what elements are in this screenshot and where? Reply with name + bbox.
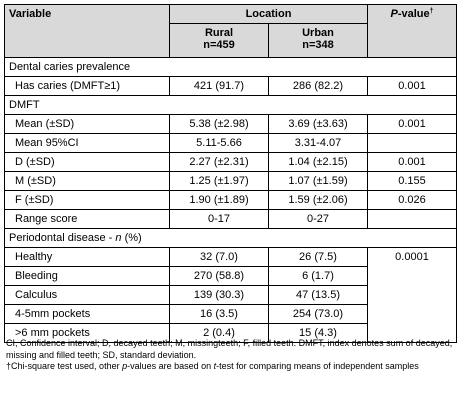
results-table: Variable Location P-value† Rural n=459 Ur…	[4, 4, 457, 343]
table-row: >6 mm pockets 2 (0.4) 15 (4.3)	[4, 323, 457, 343]
table-row: Mean (±SD) 5.38 (±2.98) 3.69 (±3.63) 0.0…	[4, 114, 457, 134]
table-row: M (±SD) 1.25 (±1.97) 1.07 (±1.59) 0.155	[4, 171, 457, 191]
header-pvalue-rest: -value	[397, 8, 430, 20]
periodontal-suffix: (%)	[121, 232, 142, 244]
dagger-mark: †	[429, 8, 434, 15]
p-value: 0.026	[367, 190, 457, 210]
footnote-test-t: t	[213, 361, 217, 371]
p-value: 0.0001	[367, 247, 457, 343]
rural-value: 421 (91.7)	[169, 76, 269, 96]
table-row: 4-5mm pockets 16 (3.5) 254 (73.0)	[4, 304, 457, 324]
row-label: 4-5mm pockets	[4, 304, 170, 324]
header-urban-label: Urban	[302, 27, 334, 39]
urban-value: 47 (13.5)	[268, 285, 368, 305]
header-rural: Rural n=459	[169, 23, 269, 58]
urban-value: 1.59 (±2.06)	[268, 190, 368, 210]
footnote-dagger: †	[6, 361, 12, 371]
rural-value: 5.11-5.66	[169, 133, 269, 153]
rural-value: 5.38 (±2.98)	[169, 114, 269, 134]
section-row-caries: Dental caries prevalence	[4, 57, 457, 77]
table-header-row: Variable Location P-value†	[4, 4, 457, 58]
p-value: 0.155	[367, 171, 457, 191]
footnote-test-a: Chi-square test used, other	[11, 361, 123, 371]
urban-value: 286 (82.2)	[268, 76, 368, 96]
row-label: Healthy	[4, 247, 170, 267]
footnote-test-p: p	[122, 361, 128, 371]
header-pvalue-letter: P	[390, 8, 398, 20]
rural-value: 2 (0.4)	[169, 323, 269, 343]
row-label: Bleeding	[4, 266, 170, 286]
row-label: Calculus	[4, 285, 170, 305]
table-row: Healthy 32 (7.0) 26 (7.5) 0.0001	[4, 247, 457, 343]
rural-value: 32 (7.0)	[169, 247, 269, 267]
rural-value: 270 (58.8)	[169, 266, 269, 286]
header-rural-label: Rural	[204, 27, 234, 39]
urban-value: 254 (73.0)	[268, 304, 368, 324]
urban-value: 1.07 (±1.59)	[268, 171, 368, 191]
header-variable: Variable	[4, 4, 170, 58]
table-row: Mean 95%CI 5.11-5.66 3.31-4.07	[4, 133, 457, 153]
row-label: Mean 95%CI	[4, 133, 170, 153]
rural-value: 2.27 (±2.31)	[169, 152, 269, 172]
periodontal-prefix: Periodontal disease -	[9, 232, 116, 244]
row-label: Has caries (DMFT≥1)	[4, 76, 170, 96]
table-row: Range score 0-17 0-27	[4, 209, 457, 229]
urban-value: 3.31-4.07	[268, 133, 368, 153]
row-label: Mean (±SD)	[4, 114, 170, 134]
section-dmft-label: DMFT	[4, 95, 457, 115]
footnote-test: †Chi-square test used, other p-values ar…	[6, 361, 456, 373]
row-label: D (±SD)	[4, 152, 170, 172]
footnote-abbreviations: CI, Confidence interval; D, decayed teet…	[6, 338, 453, 360]
rural-value: 16 (3.5)	[169, 304, 269, 324]
table-row: Has caries (DMFT≥1) 421 (91.7) 286 (82.2…	[4, 76, 457, 96]
urban-value: 3.69 (±3.63)	[268, 114, 368, 134]
table-row: F (±SD) 1.90 (±1.89) 1.59 (±2.06) 0.026	[4, 190, 457, 210]
header-urban-n: n=348	[302, 39, 334, 51]
p-value	[367, 209, 457, 229]
table-footnotes: CI, Confidence interval; D, decayed teet…	[6, 338, 456, 373]
row-label: >6 mm pockets	[4, 323, 170, 343]
p-value	[367, 133, 457, 153]
section-caries-label: Dental caries prevalence	[4, 57, 457, 77]
row-label: Range score	[4, 209, 170, 229]
urban-value: 0-27	[268, 209, 368, 229]
periodontal-n: n	[115, 232, 122, 244]
footnote-test-b: -values are based on	[127, 361, 214, 371]
header-urban: Urban n=348	[268, 23, 368, 58]
table-row: D (±SD) 2.27 (±2.31) 1.04 (±2.15) 0.001	[4, 152, 457, 172]
rural-value: 139 (30.3)	[169, 285, 269, 305]
urban-value: 26 (7.5)	[268, 247, 368, 267]
rural-value: 0-17	[169, 209, 269, 229]
row-label: F (±SD)	[4, 190, 170, 210]
p-value: 0.001	[367, 114, 457, 134]
row-label: M (±SD)	[4, 171, 170, 191]
rural-value: 1.25 (±1.97)	[169, 171, 269, 191]
urban-value: 1.04 (±2.15)	[268, 152, 368, 172]
header-pvalue: P-value†	[367, 4, 457, 58]
footnote-test-c: -test for comparing means of independent…	[216, 361, 419, 371]
section-periodontal-label: Periodontal disease - n (%)	[4, 228, 457, 248]
urban-value: 15 (4.3)	[268, 323, 368, 343]
header-rural-n: n=459	[203, 39, 235, 51]
header-location: Location	[169, 4, 368, 24]
urban-value: 6 (1.7)	[268, 266, 368, 286]
section-row-periodontal: Periodontal disease - n (%)	[4, 228, 457, 248]
p-value: 0.001	[367, 152, 457, 172]
rural-value: 1.90 (±1.89)	[169, 190, 269, 210]
section-row-dmft: DMFT	[4, 95, 457, 115]
p-value: 0.001	[367, 76, 457, 96]
